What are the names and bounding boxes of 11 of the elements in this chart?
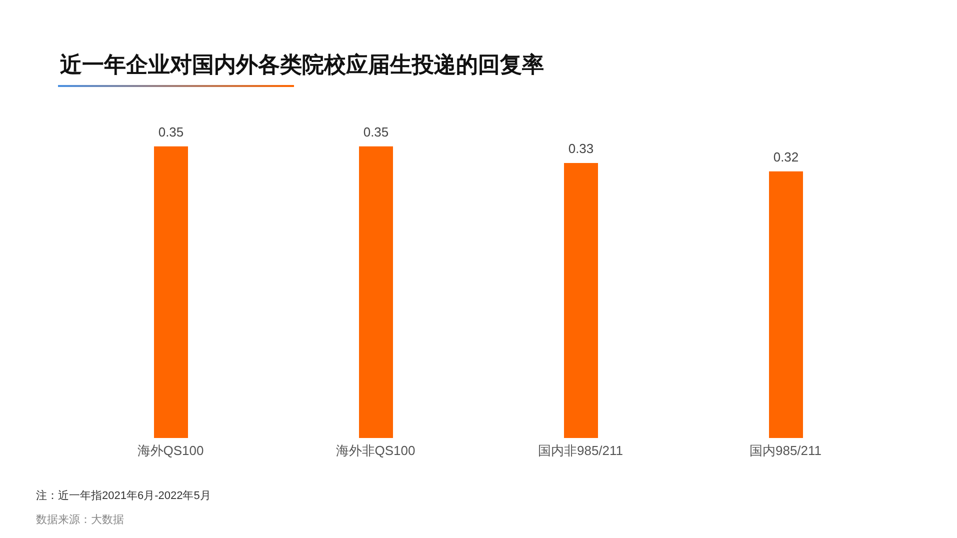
x-tick-label: 海外非QS100 (336, 443, 416, 458)
data-label: 0.35 (363, 124, 389, 140)
x-tick-label: 国内非985/211 (538, 443, 624, 458)
data-label: 0.32 (773, 149, 799, 164)
data-label: 0.35 (158, 124, 184, 140)
source-note: 数据来源：大数据 (36, 513, 124, 527)
text: 注：近一年指2021年6月-2022年5月 (36, 488, 211, 503)
data-label: 0.33 (568, 141, 594, 156)
x-tick-label: 国内985/211 (749, 443, 822, 458)
x-tick-label: 海外QS100 (137, 443, 204, 458)
chart-title: 近一年企业对国内外各类院校应届生投递的回复率 (60, 51, 544, 79)
